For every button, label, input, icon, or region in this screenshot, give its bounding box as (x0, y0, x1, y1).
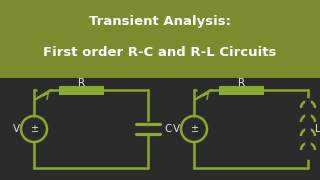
Text: R: R (78, 78, 85, 88)
Text: R: R (238, 78, 245, 88)
Text: C: C (164, 124, 172, 134)
Text: Transient Analysis:: Transient Analysis: (89, 15, 231, 28)
Bar (0, 0, 320, 78)
Text: L: L (315, 124, 320, 134)
Text: First order R-C and R-L Circuits: First order R-C and R-L Circuits (43, 46, 277, 58)
Text: V: V (172, 124, 180, 134)
Bar (219, 86, 264, 94)
Text: V: V (12, 124, 20, 134)
Bar (59, 86, 104, 94)
Text: ±: ± (30, 124, 38, 134)
Text: ±: ± (190, 124, 198, 134)
